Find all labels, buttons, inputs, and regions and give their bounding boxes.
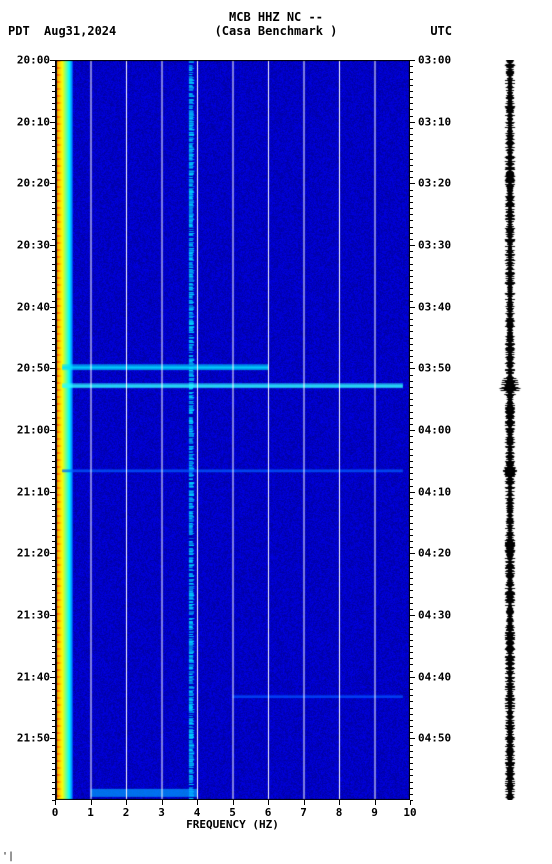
y-right-label: 04:20 bbox=[418, 547, 451, 560]
waveform-strip bbox=[495, 60, 525, 800]
y-left-label: 20:50 bbox=[2, 362, 50, 375]
y-right-label: 03:10 bbox=[418, 115, 451, 128]
header-date: Aug31,2024 bbox=[44, 24, 116, 38]
y-right-label: 03:40 bbox=[418, 300, 451, 313]
y-right-label: 04:50 bbox=[418, 732, 451, 745]
spectrogram-plot bbox=[55, 60, 410, 800]
y-right-label: 04:10 bbox=[418, 485, 451, 498]
right-timezone: UTC bbox=[430, 24, 452, 38]
site-name: (Casa Benchmark ) bbox=[215, 24, 338, 38]
y-right-label: 03:30 bbox=[418, 239, 451, 252]
y-left-label: 20:40 bbox=[2, 300, 50, 313]
y-left-label: 21:00 bbox=[2, 424, 50, 437]
y-right-label: 04:00 bbox=[418, 424, 451, 437]
y-right-label: 03:00 bbox=[418, 54, 451, 67]
y-left-label: 20:10 bbox=[2, 115, 50, 128]
y-left-label: 21:10 bbox=[2, 485, 50, 498]
y-left-label: 21:40 bbox=[2, 670, 50, 683]
station-line: MCB HHZ NC -- bbox=[0, 10, 552, 24]
y-right-label: 04:30 bbox=[418, 609, 451, 622]
y-left-label: 20:00 bbox=[2, 54, 50, 67]
chart-header: MCB HHZ NC -- PDT Aug31,2024 (Casa Bench… bbox=[0, 10, 552, 40]
y-left-label: 21:30 bbox=[2, 609, 50, 622]
waveform-canvas bbox=[495, 60, 525, 800]
y-left-label: 21:50 bbox=[2, 732, 50, 745]
left-timezone: PDT bbox=[8, 24, 30, 38]
y-right-label: 03:50 bbox=[418, 362, 451, 375]
y-right-label: 04:40 bbox=[418, 670, 451, 683]
y-left-label: 20:30 bbox=[2, 239, 50, 252]
spectrogram-canvas bbox=[55, 60, 410, 800]
y-left-label: 21:20 bbox=[2, 547, 50, 560]
y-left-label: 20:20 bbox=[2, 177, 50, 190]
corner-mark: '| bbox=[2, 851, 14, 862]
x-axis-title: FREQUENCY (HZ) bbox=[55, 818, 410, 831]
y-right-label: 03:20 bbox=[418, 177, 451, 190]
